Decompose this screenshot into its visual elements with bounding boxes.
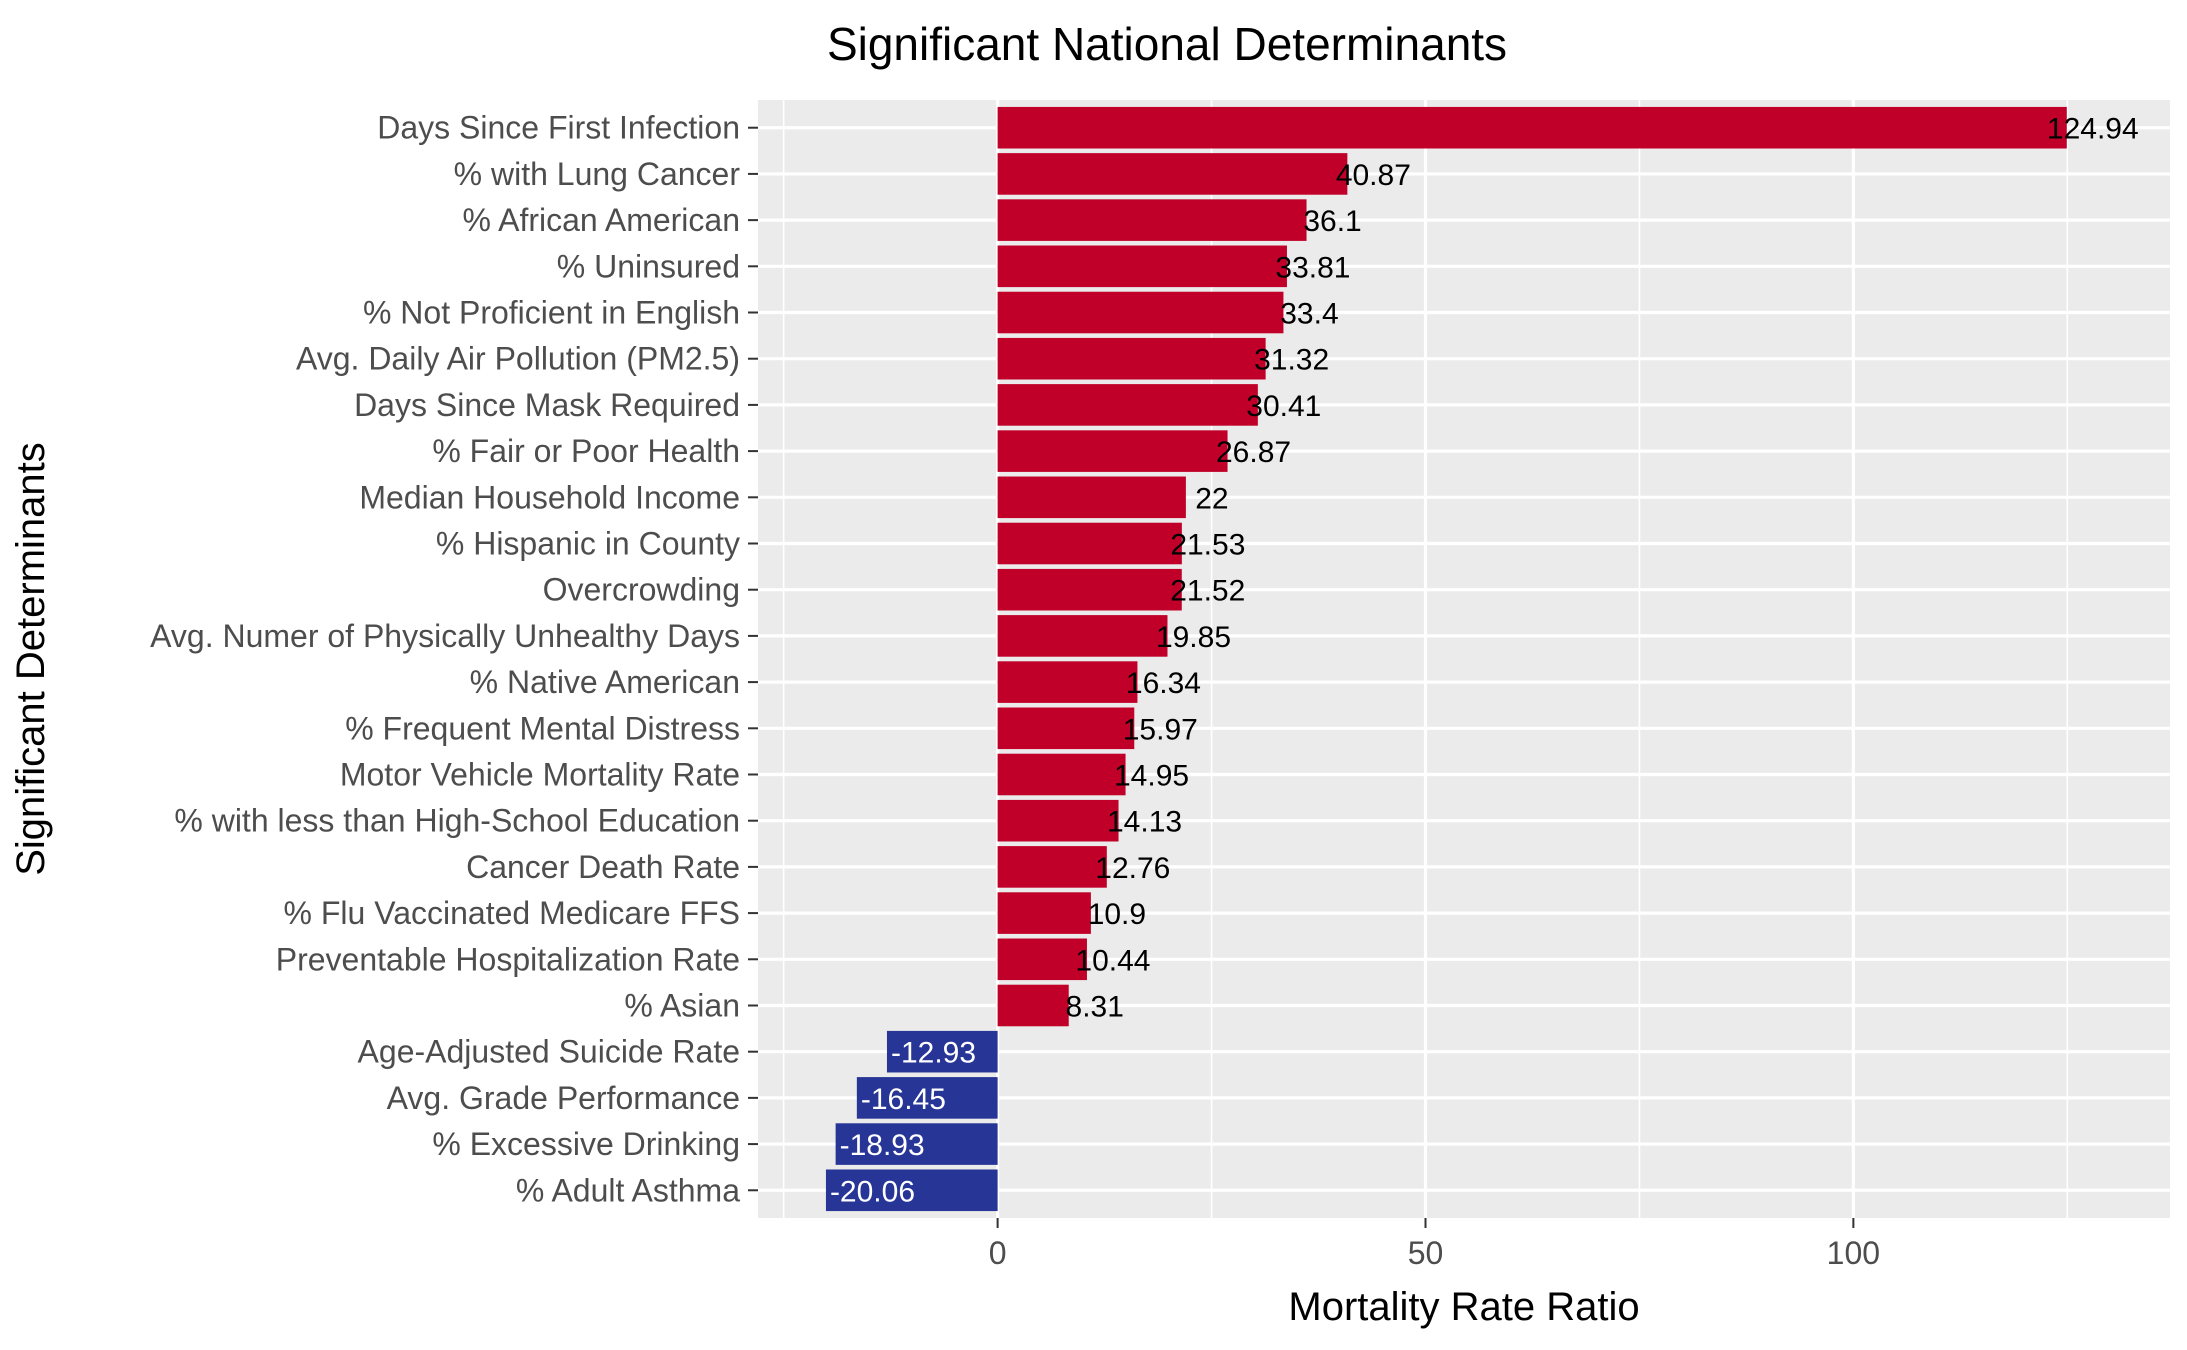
y-tick-label: Avg. Daily Air Pollution (PM2.5) xyxy=(296,341,740,377)
bar xyxy=(997,476,1186,519)
y-tick-label: Days Since Mask Required xyxy=(354,387,740,423)
value-labels: 124.94 40.87 36.1 33.81 33.4 31.32 30.41 26.87 2… xyxy=(830,113,2139,1209)
y-tick-label: Preventable Hospitalization Rate xyxy=(276,941,740,977)
y-axis: Days Since First Infection % with Lung Ca… xyxy=(150,110,758,1208)
bar xyxy=(997,337,1266,380)
value-label: 15.97 xyxy=(1123,713,1198,746)
value-label: -18.93 xyxy=(840,1129,925,1162)
bar xyxy=(856,1077,998,1119)
y-tick-label: % African American xyxy=(463,202,740,238)
value-label: 33.4 xyxy=(1280,298,1338,331)
value-label: 14.13 xyxy=(1107,806,1182,839)
y-tick-label: % Uninsured xyxy=(557,248,740,284)
bar xyxy=(997,938,1087,981)
bar xyxy=(997,153,1348,195)
bars xyxy=(825,106,2067,1212)
y-tick-label: % Not Proficient in English xyxy=(363,295,740,331)
value-label: 40.87 xyxy=(1336,159,1411,192)
bar xyxy=(997,707,1135,750)
value-label: 31.32 xyxy=(1254,344,1329,377)
bar xyxy=(997,199,1307,241)
bar xyxy=(997,892,1091,934)
value-label: 26.87 xyxy=(1216,436,1291,469)
bar xyxy=(997,799,1119,842)
y-tick-label: Median Household Income xyxy=(359,479,740,515)
y-tick-label: % Fair or Poor Health xyxy=(432,433,740,469)
y-tick-label: Age-Adjusted Suicide Rate xyxy=(358,1034,740,1070)
value-label: 30.41 xyxy=(1246,390,1321,423)
y-tick-label: Cancer Death Rate xyxy=(466,849,740,885)
y-tick-label: % with less than High-School Education xyxy=(174,803,740,839)
bar xyxy=(997,384,1258,426)
bar xyxy=(997,568,1182,611)
bar xyxy=(997,661,1138,703)
value-label: 22 xyxy=(1195,482,1228,515)
y-tick-label: % Asian xyxy=(624,987,740,1023)
chart-title: Significant National Determinants xyxy=(827,18,1507,70)
value-label: 10.9 xyxy=(1088,898,1146,931)
y-tick-label: Avg. Grade Performance xyxy=(387,1080,740,1116)
y-tick-label: Avg. Numer of Physically Unhealthy Days xyxy=(150,618,740,654)
value-label: 10.44 xyxy=(1075,944,1150,977)
x-axis: 0 50 100 xyxy=(989,1218,1880,1271)
value-label: 8.31 xyxy=(1066,990,1124,1023)
value-label: -12.93 xyxy=(891,1037,976,1070)
value-label: 21.52 xyxy=(1170,575,1245,608)
gridlines xyxy=(758,100,2170,1218)
value-label: 16.34 xyxy=(1126,667,1201,700)
value-label: 14.95 xyxy=(1114,759,1189,792)
y-tick-label: Motor Vehicle Mortality Rate xyxy=(340,756,740,792)
y-tick-label: % Flu Vaccinated Medicare FFS xyxy=(284,895,740,931)
y-tick-label: % Excessive Drinking xyxy=(432,1126,740,1162)
x-tick-label: 50 xyxy=(1408,1235,1444,1271)
bar xyxy=(997,984,1069,1027)
y-tick-label: % with Lung Cancer xyxy=(454,156,741,192)
y-tick-label: % Hispanic in County xyxy=(436,526,740,562)
value-label: 21.53 xyxy=(1170,529,1245,562)
value-label: 124.94 xyxy=(2047,113,2139,146)
y-axis-title: Significant Determinants xyxy=(9,442,53,876)
bar xyxy=(886,1030,998,1073)
value-label: 19.85 xyxy=(1156,621,1231,654)
y-tick-label: Days Since First Infection xyxy=(377,110,740,146)
x-axis-title: Mortality Rate Ratio xyxy=(1288,1285,1639,1329)
bar xyxy=(997,291,1284,334)
value-label: 33.81 xyxy=(1275,251,1350,284)
y-tick-label: % Adult Asthma xyxy=(516,1172,740,1208)
value-label: -20.06 xyxy=(830,1175,915,1208)
bar xyxy=(997,245,1287,288)
bar xyxy=(997,106,2067,149)
x-tick-label: 0 xyxy=(989,1235,1007,1271)
bar xyxy=(997,522,1182,565)
y-tick-label: % Frequent Mental Distress xyxy=(345,710,740,746)
y-tick-label: % Native American xyxy=(470,664,740,700)
bar xyxy=(835,1123,998,1165)
y-tick-label: Overcrowding xyxy=(543,572,740,608)
value-label: -16.45 xyxy=(861,1083,946,1116)
bar xyxy=(825,1169,998,1212)
x-tick-label: 100 xyxy=(1827,1235,1880,1271)
value-label: 36.1 xyxy=(1303,205,1361,238)
bar xyxy=(997,846,1107,888)
bar xyxy=(997,615,1168,657)
bar xyxy=(997,753,1126,796)
bar xyxy=(997,430,1228,472)
value-label: 12.76 xyxy=(1095,852,1170,885)
